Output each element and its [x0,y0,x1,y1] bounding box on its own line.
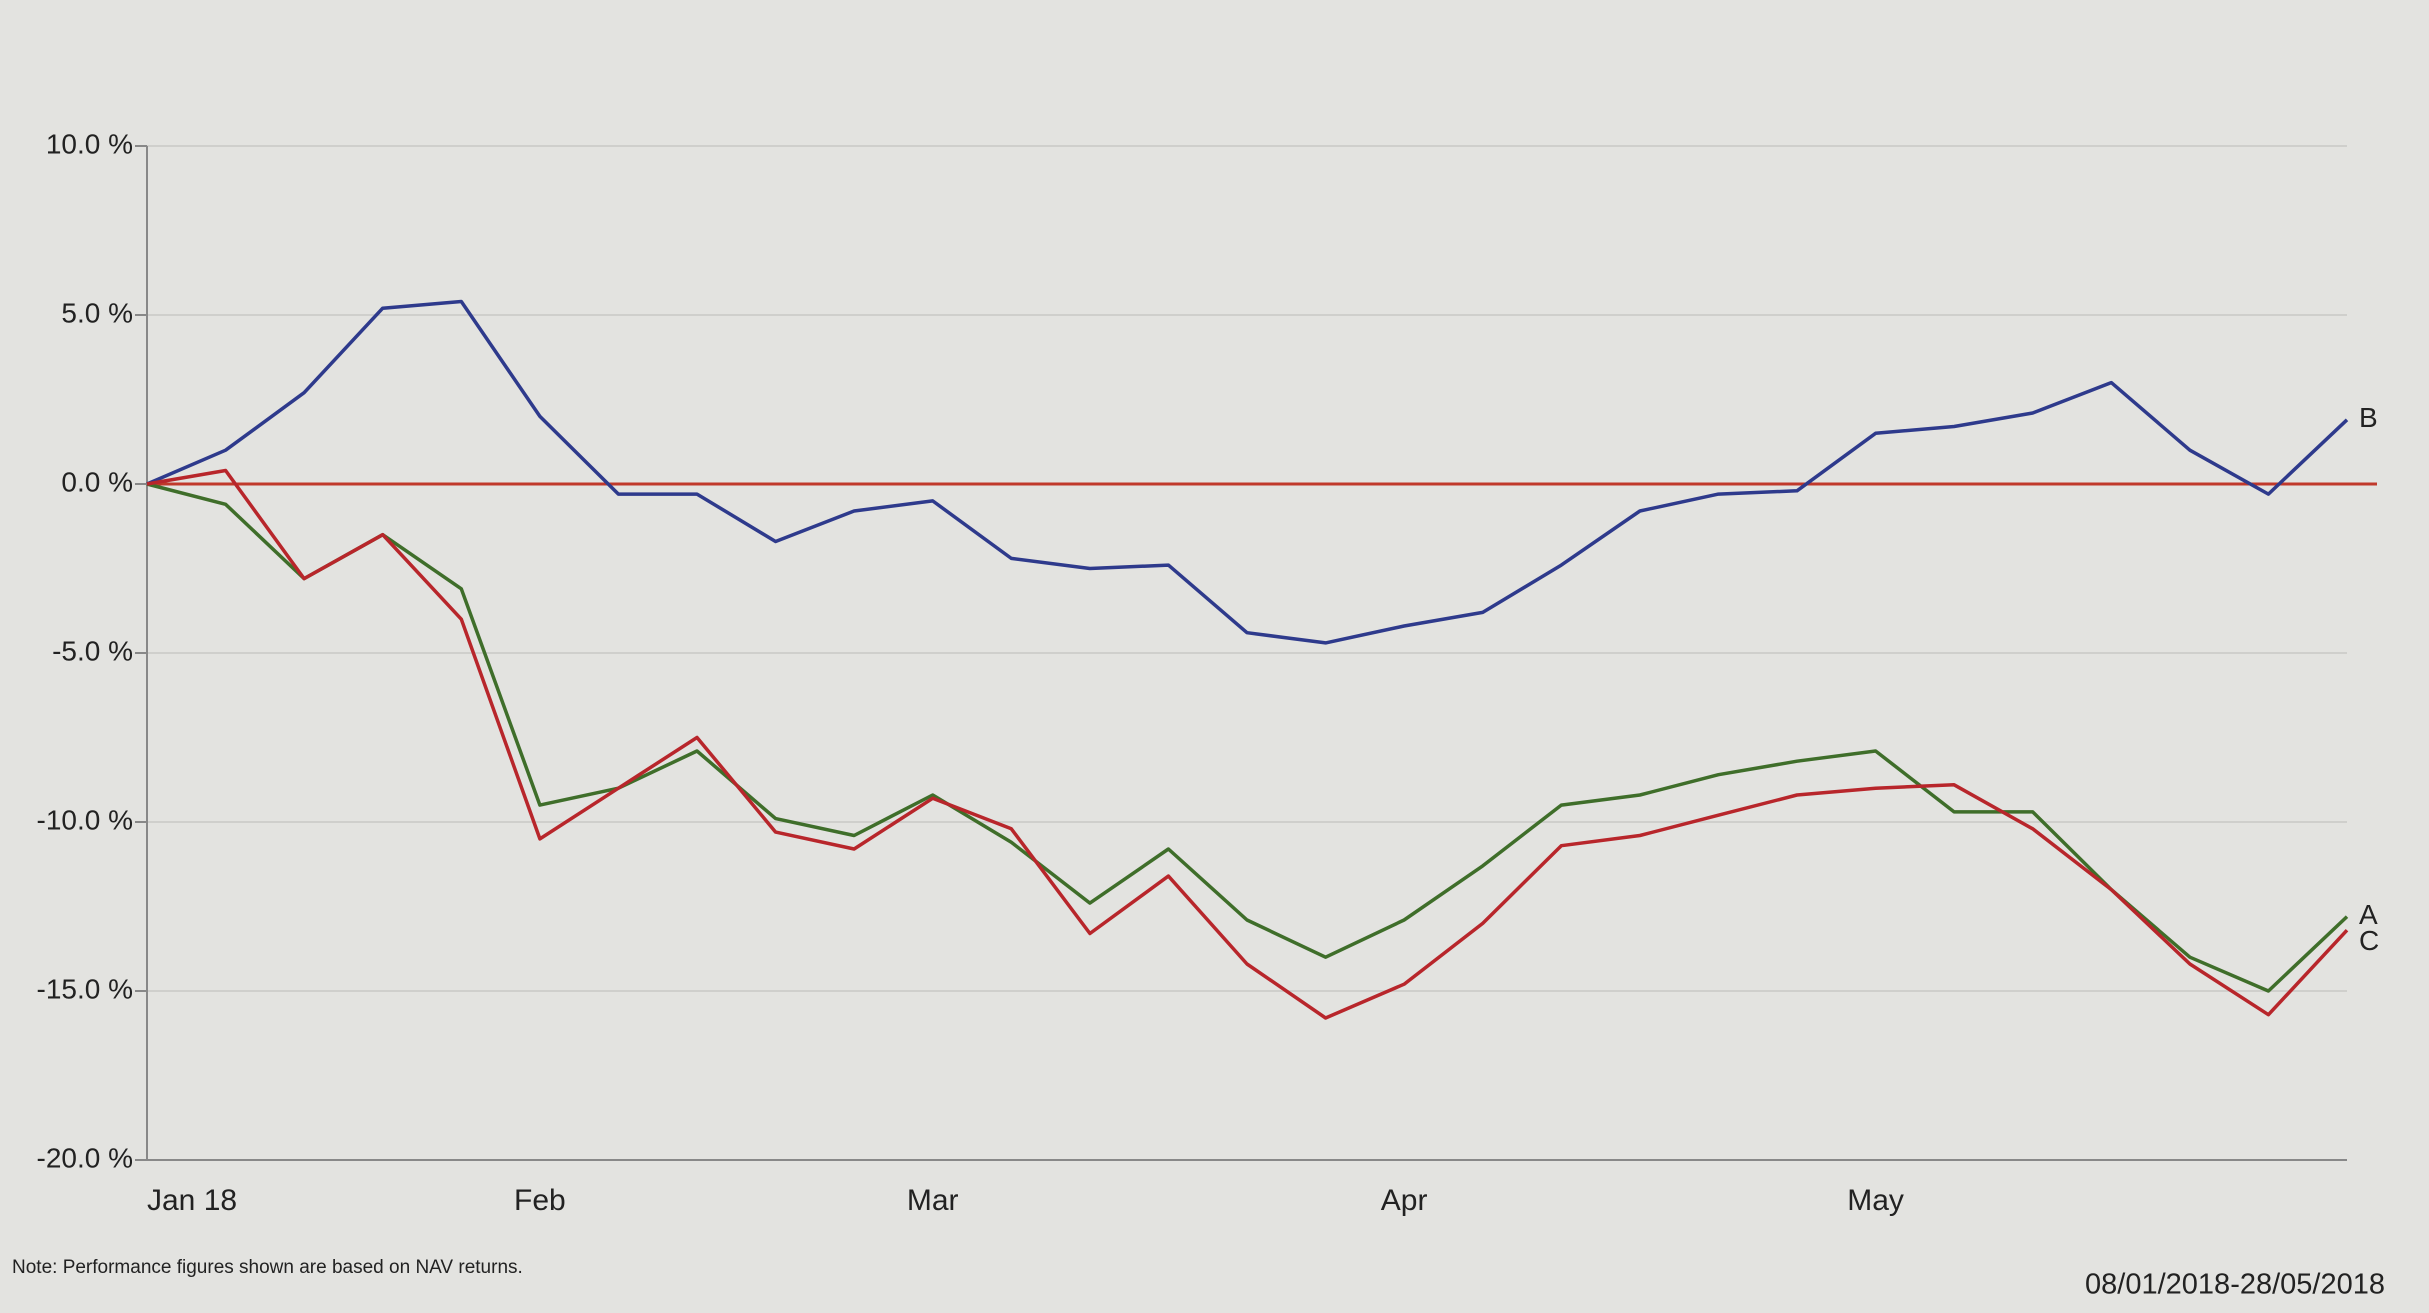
y-tick-label: -20.0 % [37,1142,134,1173]
y-tick-label: -15.0 % [37,973,134,1004]
date-range: 08/01/2018-28/05/2018 [2085,1269,2385,1301]
y-tick-label: 0.0 % [61,466,133,497]
series-label: C [2359,925,2379,956]
y-tick-label: -10.0 % [37,804,134,835]
series-line [146,468,2349,1020]
x-tick-label: Mar [907,1184,959,1217]
series-line [146,482,2349,993]
x-tick-label: Feb [514,1184,566,1217]
series-line [146,299,2349,645]
note: Note: Performance figures shown are base… [12,1257,523,1278]
x-tick-label: Jan 18 [147,1184,237,1217]
x-tick-label: Apr [1381,1184,1428,1217]
y-tick-label: 10.0 % [46,128,133,159]
x-tick-label: May [1847,1184,1904,1217]
series-label: A [2359,899,2378,930]
series-label: B [2359,402,2378,433]
y-tick-label: -5.0 % [52,635,133,666]
y-tick-label: 5.0 % [61,297,133,328]
